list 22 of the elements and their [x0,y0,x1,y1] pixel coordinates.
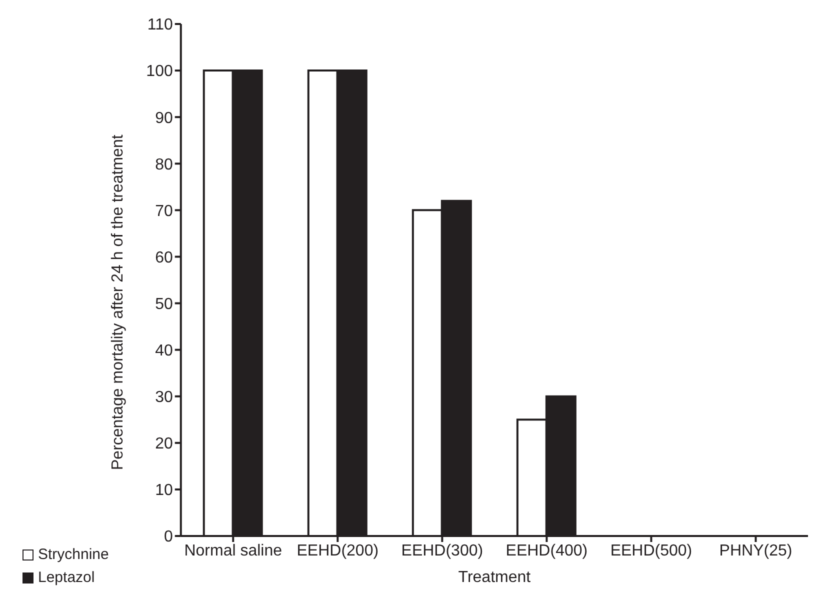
y-tick-label: 10 [155,482,173,500]
x-tick-label: EEHD(300) [401,542,484,560]
y-tick-label: 80 [155,156,173,174]
legend-label: Leptazol [38,569,95,586]
y-tick-label: 50 [155,296,173,313]
y-tick-label: 70 [155,202,173,220]
y-tick-label: 90 [155,110,173,127]
x-axis-title: Treatment [458,569,532,586]
x-tick-label: EEHD(500) [610,542,692,560]
y-tick-label: 100 [146,63,173,80]
y-axis-title: Percentage mortality after 24 h of the treatment [110,134,127,470]
y-tick-label: 20 [155,436,173,453]
y-tick-label: 110 [147,16,173,34]
y-tick-label: 0 [164,528,173,546]
x-tick-label: EEHD(200) [296,542,379,560]
x-tick-label: PHNY(25) [719,542,792,560]
x-tick-label: EEHD(400) [506,542,588,560]
y-tick-label: 60 [155,249,173,266]
y-tick-label: 40 [155,342,173,360]
y-tick-label: 30 [155,389,173,406]
legend-label: Strychnine [38,546,109,563]
x-tick-label: Normal saline [184,542,282,560]
